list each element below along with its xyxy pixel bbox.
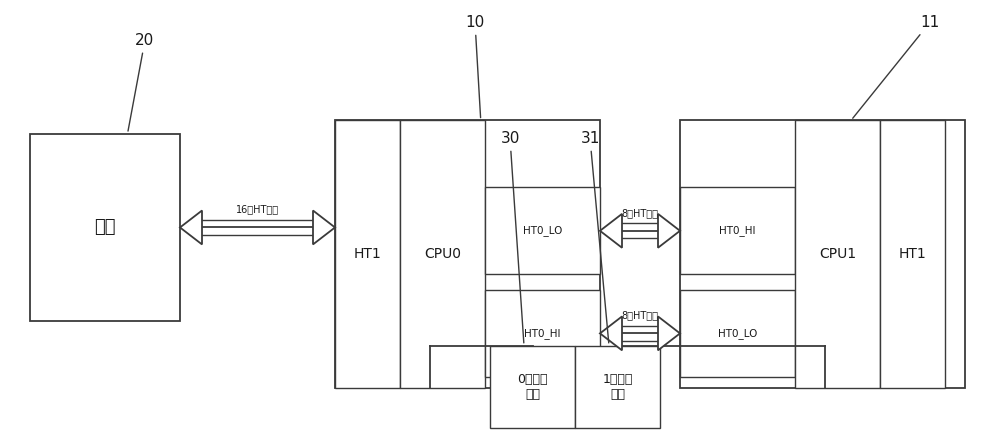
Text: 0号存储
分区: 0号存储 分区 (517, 373, 548, 401)
Text: HT0_HI: HT0_HI (524, 328, 561, 339)
Text: HT0_LO: HT0_LO (523, 225, 562, 236)
Polygon shape (600, 214, 622, 248)
Bar (485, 290, 600, 377)
Bar (680, 290, 795, 377)
Text: 20: 20 (128, 33, 155, 131)
Text: HT0_HI: HT0_HI (719, 225, 756, 236)
Bar (795, 120, 880, 388)
Text: 10: 10 (465, 15, 485, 118)
Bar (30, 134, 180, 321)
Text: 11: 11 (853, 15, 940, 118)
Text: 30: 30 (500, 131, 524, 343)
Polygon shape (658, 317, 680, 351)
Bar (335, 120, 600, 388)
Text: CPU0: CPU0 (424, 247, 461, 261)
Text: 1号存储
分区: 1号存储 分区 (602, 373, 633, 401)
Text: 8位HT总线: 8位HT总线 (622, 208, 658, 218)
Text: HT1: HT1 (899, 247, 926, 261)
Bar (880, 120, 945, 388)
Bar (680, 120, 965, 388)
Bar (400, 120, 485, 388)
Bar (490, 346, 575, 428)
Text: HT1: HT1 (354, 247, 381, 261)
Polygon shape (180, 211, 202, 244)
Text: 8位HT总线: 8位HT总线 (622, 310, 658, 321)
Polygon shape (600, 317, 622, 351)
Polygon shape (313, 211, 335, 244)
Bar (680, 187, 795, 274)
Polygon shape (658, 214, 680, 248)
Bar (485, 187, 600, 274)
Text: 16位HT总线: 16位HT总线 (236, 205, 279, 215)
Text: 桥片: 桥片 (94, 219, 116, 236)
Text: HT0_LO: HT0_LO (718, 328, 757, 339)
Bar (575, 346, 660, 428)
Text: 31: 31 (580, 131, 609, 343)
Text: CPU1: CPU1 (819, 247, 856, 261)
Bar (335, 120, 400, 388)
